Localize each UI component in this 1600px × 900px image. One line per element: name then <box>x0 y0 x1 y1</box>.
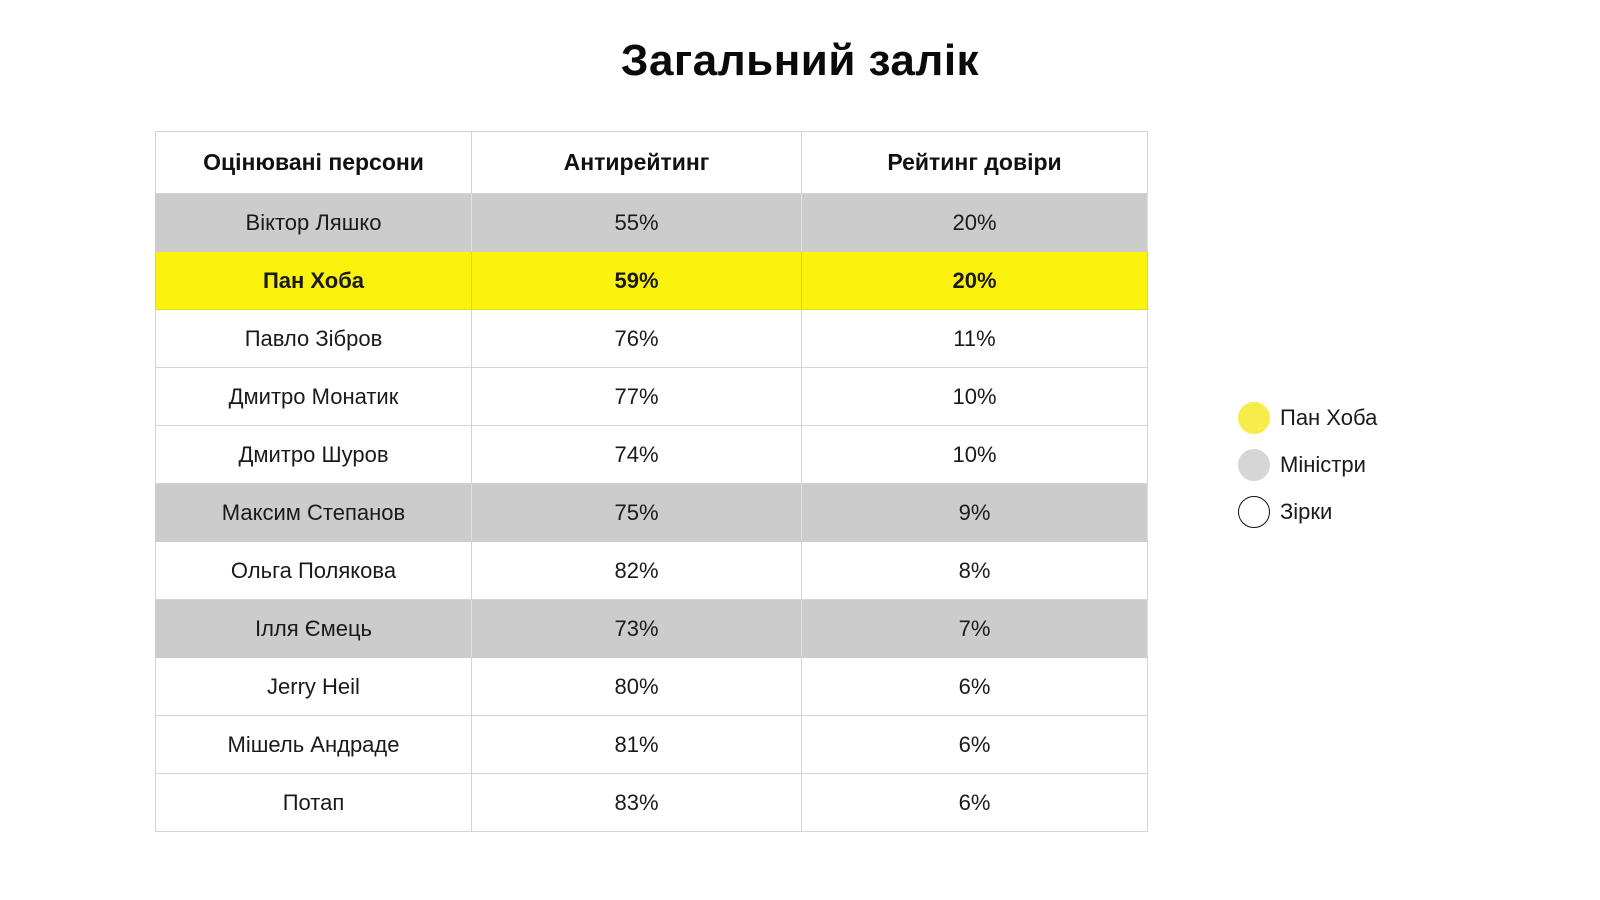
trust-rating-cell: 6% <box>801 657 1148 716</box>
antirating-cell: 73% <box>471 599 802 658</box>
trust-rating-cell: 6% <box>801 715 1148 774</box>
column-header-trust-rating: Рейтинг довіри <box>801 131 1148 194</box>
antirating-cell: 82% <box>471 541 802 600</box>
table-row: Jerry Heil 80% 6% <box>155 657 1148 716</box>
person-name-cell: Ольга Полякова <box>155 541 472 600</box>
legend-label: Пан Хоба <box>1280 405 1378 430</box>
legend-swatch-circle-icon <box>1238 449 1270 481</box>
legend: Пан Хоба Міністри Зірки <box>1238 401 1377 542</box>
legend-item: Зірки <box>1238 495 1377 529</box>
person-name-cell: Дмитро Шуров <box>155 425 472 484</box>
column-header-persons: Оцінювані персони <box>155 131 472 194</box>
table-row: Віктор Ляшко 55% 20% <box>155 193 1148 252</box>
legend-item: Пан Хоба <box>1238 401 1377 435</box>
trust-rating-cell: 20% <box>801 193 1148 252</box>
antirating-cell: 74% <box>471 425 802 484</box>
person-name-cell: Мішель Андраде <box>155 715 472 774</box>
trust-rating-cell: 6% <box>801 773 1148 832</box>
table-row: Дмитро Монатик 77% 10% <box>155 367 1148 426</box>
person-name-cell: Пан Хоба <box>155 251 472 310</box>
table-row: Дмитро Шуров 74% 10% <box>155 425 1148 484</box>
trust-rating-cell: 11% <box>801 309 1148 368</box>
legend-label: Зірки <box>1280 499 1333 524</box>
trust-rating-cell: 10% <box>801 367 1148 426</box>
antirating-cell: 83% <box>471 773 802 832</box>
trust-rating-cell: 7% <box>801 599 1148 658</box>
antirating-cell: 59% <box>471 251 802 310</box>
column-header-antirating: Антирейтинг <box>471 131 802 194</box>
legend-swatch-circle-icon <box>1238 496 1270 528</box>
person-name-cell: Jerry Heil <box>155 657 472 716</box>
antirating-cell: 77% <box>471 367 802 426</box>
antirating-cell: 81% <box>471 715 802 774</box>
person-name-cell: Максим Степанов <box>155 483 472 542</box>
antirating-cell: 75% <box>471 483 802 542</box>
table-row: Потап 83% 6% <box>155 773 1148 832</box>
legend-swatch-circle-icon <box>1238 402 1270 434</box>
person-name-cell: Ілля Ємець <box>155 599 472 658</box>
table-row: Павло Зібров 76% 11% <box>155 309 1148 368</box>
antirating-cell: 80% <box>471 657 802 716</box>
person-name-cell: Павло Зібров <box>155 309 472 368</box>
ratings-table: Оцінювані персони Антирейтинг Рейтинг до… <box>155 131 1148 832</box>
trust-rating-cell: 10% <box>801 425 1148 484</box>
table-row: Пан Хоба 59% 20% <box>155 251 1148 310</box>
table-header-row: Оцінювані персони Антирейтинг Рейтинг до… <box>155 131 1148 194</box>
table-row: Ольга Полякова 82% 8% <box>155 541 1148 600</box>
trust-rating-cell: 20% <box>801 251 1148 310</box>
person-name-cell: Віктор Ляшко <box>155 193 472 252</box>
table-row: Ілля Ємець 73% 7% <box>155 599 1148 658</box>
trust-rating-cell: 9% <box>801 483 1148 542</box>
table-row: Максим Степанов 75% 9% <box>155 483 1148 542</box>
person-name-cell: Дмитро Монатик <box>155 367 472 426</box>
legend-label: Міністри <box>1280 452 1366 477</box>
table-row: Мішель Андраде 81% 6% <box>155 715 1148 774</box>
legend-item: Міністри <box>1238 448 1377 482</box>
table-body: Віктор Ляшко 55% 20% Пан Хоба 59% 20% Павло Зі… <box>155 193 1148 832</box>
page-title: Загальний залік <box>620 36 980 85</box>
trust-rating-cell: 8% <box>801 541 1148 600</box>
person-name-cell: Потап <box>155 773 472 832</box>
antirating-cell: 76% <box>471 309 802 368</box>
antirating-cell: 55% <box>471 193 802 252</box>
